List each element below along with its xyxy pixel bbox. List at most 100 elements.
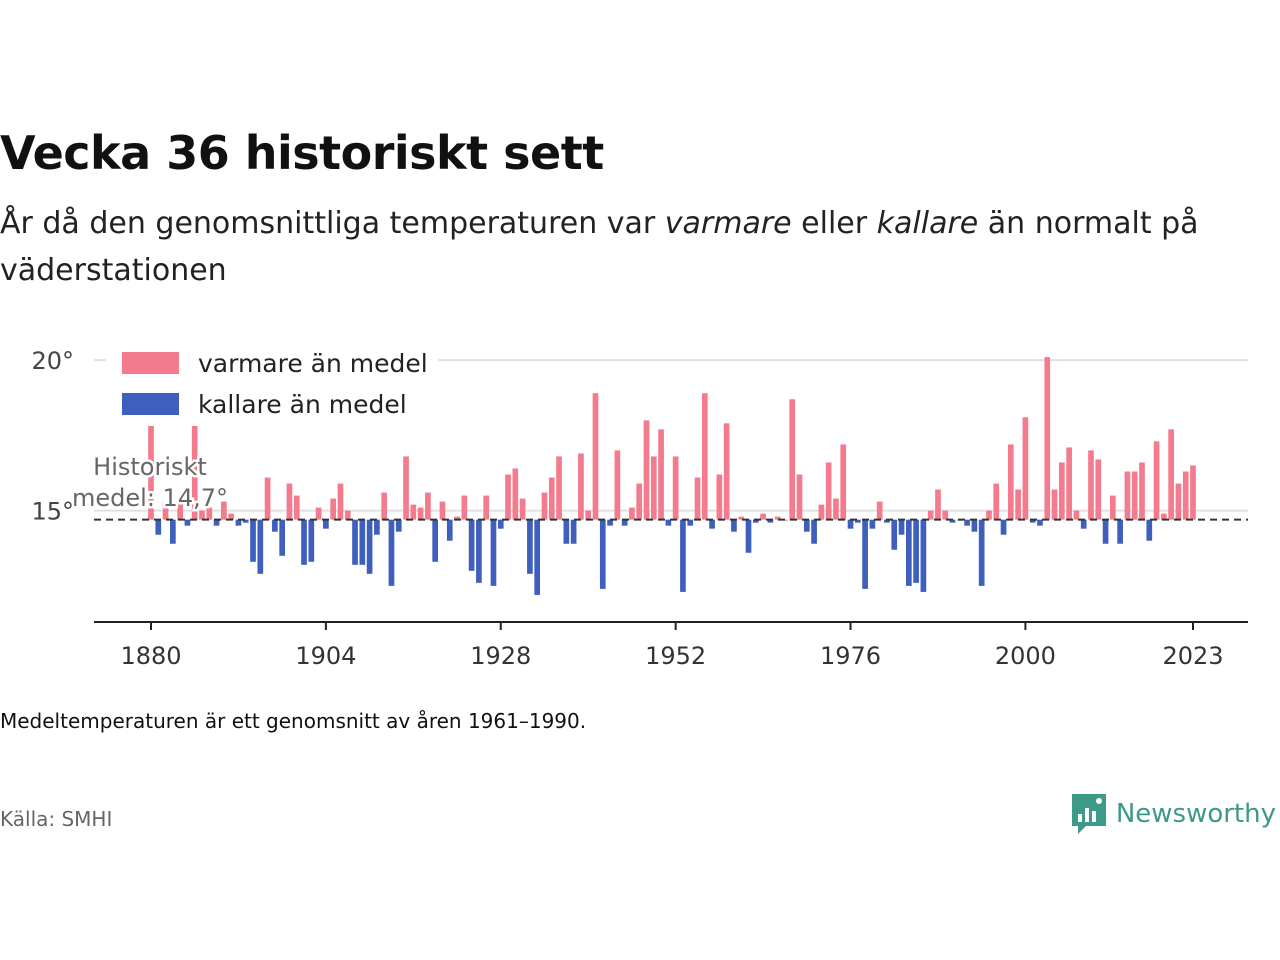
legend-label-cold: kallare än medel [198, 390, 407, 419]
bar-2005 [1058, 462, 1065, 520]
bar-1977 [854, 519, 861, 523]
x-tick-label-1952: 1952 [645, 642, 706, 670]
bar-1974 [833, 498, 839, 520]
bar-1891 [228, 513, 234, 520]
bar-2012 [1110, 495, 1116, 520]
bar-1950 [658, 429, 664, 520]
x-tick-label-1904: 1904 [295, 642, 356, 670]
bar-2019 [1161, 513, 1167, 520]
bar-1894 [250, 519, 256, 562]
bar-1910 [366, 519, 373, 574]
subtitle-text-3: än normalt på väderstationen [0, 206, 1199, 288]
bar-1954 [687, 519, 694, 526]
bar-2003 [1044, 357, 1051, 520]
legend: varmare än medel kallare än medel [106, 344, 438, 426]
bar-1908 [352, 519, 358, 565]
x-axis-ticks: 1880 1904 1928 1952 1976 2000 2023 [120, 622, 1224, 670]
bar-1887 [199, 510, 205, 520]
bar-1999 [1015, 489, 1021, 520]
bar-2018 [1153, 441, 1160, 520]
bar-1912 [381, 492, 388, 520]
bar-1988 [935, 489, 941, 520]
bar-1987 [927, 510, 934, 520]
bar-1952 [672, 456, 679, 520]
bar-1956 [701, 393, 708, 520]
bar-1966 [774, 516, 781, 520]
bar-2013 [1117, 519, 1123, 544]
bar-1889 [213, 519, 220, 526]
y-tick-label-20: 20° [31, 347, 74, 375]
bar-2006 [1066, 447, 1072, 520]
bar-1928 [497, 519, 504, 529]
bar-1981 [884, 519, 890, 523]
bar-1913 [388, 519, 395, 586]
bar-1925 [476, 519, 482, 583]
bar-1922 [454, 516, 460, 520]
bar-1989 [942, 510, 949, 520]
bar-2010 [1095, 459, 1102, 520]
bar-1970 [803, 519, 810, 532]
bar-1990 [949, 519, 956, 523]
bar-1885 [184, 519, 191, 526]
x-tick-label-1976: 1976 [820, 642, 881, 670]
method-note: Medeltemperaturen är ett genomsnitt av å… [0, 709, 587, 733]
bar-1964 [760, 513, 766, 520]
bar-1960 [731, 519, 737, 532]
bar-2004 [1051, 489, 1058, 520]
bar-2014 [1124, 471, 1131, 520]
bar-2015 [1131, 471, 1138, 520]
bar-2009 [1088, 450, 1094, 520]
bar-1906 [337, 483, 344, 520]
source-label: Källa: SMHI [0, 807, 113, 831]
bar-1924 [468, 519, 475, 571]
bar-1919 [432, 519, 439, 562]
bar-1985 [913, 519, 919, 583]
bar-1880 [148, 414, 154, 520]
bar-1902 [308, 519, 315, 562]
subtitle-text-2: eller [791, 206, 877, 241]
bar-1979 [869, 519, 876, 529]
bar-1986 [920, 519, 927, 592]
bar-1992 [964, 519, 970, 526]
bar-1958 [716, 474, 723, 520]
bar-1886 [191, 420, 198, 520]
chart-subtitle: År då den genomsnittliga temperaturen va… [0, 200, 1260, 294]
bar-1969 [796, 474, 803, 520]
brand-name: Newsworthy [1115, 799, 1276, 829]
bar-1896 [264, 477, 271, 520]
historical-average-label: Historiskt medel: 14,7° [70, 451, 231, 515]
bar-1933 [534, 519, 541, 595]
bar-1938 [570, 519, 577, 544]
bar-1941 [592, 393, 599, 520]
bar-1971 [811, 519, 817, 544]
bar-2001 [1029, 519, 1036, 523]
bar-1935 [548, 477, 555, 520]
bar-1884 [177, 501, 183, 520]
bar-1917 [417, 507, 424, 520]
bar-1890 [221, 501, 227, 520]
bar-1920 [439, 501, 446, 520]
bar-1921 [446, 519, 453, 541]
bar-1965 [767, 519, 774, 523]
bar-1927 [490, 519, 497, 586]
bars [148, 357, 1196, 595]
bar-1898 [279, 519, 286, 556]
bar-1980 [876, 501, 883, 520]
bar-1962 [745, 519, 752, 553]
bar-1973 [825, 462, 832, 520]
bar-1949 [650, 456, 657, 520]
bar-1982 [891, 519, 898, 550]
bar-1904 [323, 519, 329, 529]
bar-1901 [301, 519, 307, 565]
bar-2002 [1037, 519, 1043, 526]
bar-1936 [556, 456, 562, 520]
bar-1930 [512, 468, 519, 520]
bar-1945 [621, 519, 628, 526]
bar-2000 [1022, 417, 1029, 520]
bar-1907 [344, 510, 351, 520]
bar-1948 [643, 420, 650, 520]
bar-1909 [359, 519, 366, 565]
bar-1975 [840, 444, 847, 520]
bar-1976 [847, 519, 854, 529]
historical-average-label-line1: Historiskt [93, 453, 207, 481]
